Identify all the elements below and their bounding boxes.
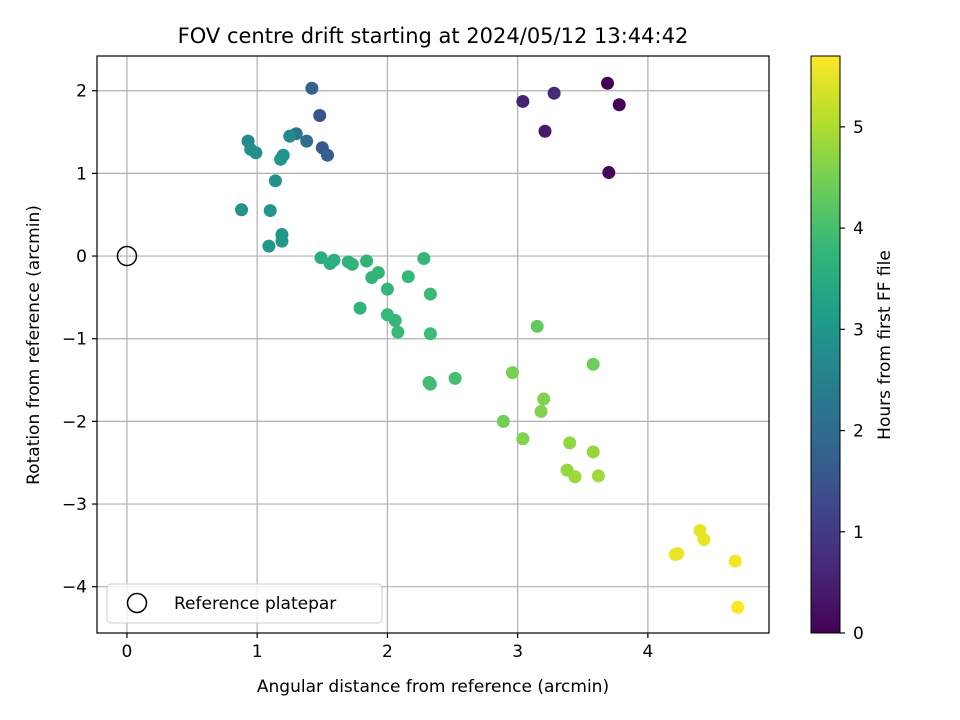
reference-point-marker xyxy=(116,245,138,267)
data-point xyxy=(388,314,402,328)
data-point xyxy=(327,253,341,267)
data-point xyxy=(371,266,385,280)
data-point xyxy=(417,252,431,266)
data-point xyxy=(313,109,327,123)
colorbar-tick-label: 1 xyxy=(853,523,864,543)
data-point xyxy=(274,152,288,166)
legend-marker-reference xyxy=(126,592,148,614)
x-tick-label: 4 xyxy=(642,642,653,662)
y-tick-label: −1 xyxy=(62,330,87,350)
x-tick-label: 0 xyxy=(122,642,133,662)
data-point xyxy=(728,554,742,568)
data-point xyxy=(496,414,510,428)
data-point xyxy=(563,436,577,450)
data-point xyxy=(547,86,561,100)
y-tick-label: 2 xyxy=(76,82,87,102)
colorbar-tick-label: 4 xyxy=(853,219,864,239)
y-tick-label: −4 xyxy=(62,578,87,598)
colorbar-label: Hours from first FF file xyxy=(875,250,895,440)
data-point xyxy=(300,134,314,148)
data-point xyxy=(602,166,616,180)
data-point xyxy=(612,98,626,112)
y-tick-label: −2 xyxy=(62,412,87,432)
data-point xyxy=(262,239,276,253)
y-tick-label: 0 xyxy=(76,247,87,267)
colorbar-ticks: 0 1 2 3 4 5 xyxy=(840,118,864,644)
y-tick-label: 1 xyxy=(76,164,87,184)
data-point xyxy=(321,148,335,162)
legend: Reference platepar xyxy=(106,583,383,624)
y-tick-label: −3 xyxy=(62,495,87,515)
data-point xyxy=(731,600,745,614)
y-axis-label: Rotation from reference (arcmin) xyxy=(24,205,44,485)
data-point xyxy=(283,129,297,143)
grid-layer xyxy=(97,56,769,633)
colorbar-gradient xyxy=(810,55,841,634)
data-point xyxy=(530,319,544,333)
data-point xyxy=(423,377,437,391)
data-point xyxy=(345,257,359,271)
x-tick-label: 3 xyxy=(512,642,523,662)
data-point xyxy=(697,533,711,547)
data-point xyxy=(268,174,282,188)
data-point xyxy=(586,445,600,459)
data-point xyxy=(591,469,605,483)
data-point xyxy=(448,371,462,385)
data-point xyxy=(586,357,600,371)
colorbar-tick-label: 2 xyxy=(853,422,864,442)
data-point xyxy=(505,366,519,380)
colorbar-tick-label: 5 xyxy=(853,118,864,138)
legend-label-reference: Reference platepar xyxy=(174,594,336,614)
data-point xyxy=(601,76,615,90)
x-axis-label: Angular distance from reference (arcmin) xyxy=(257,677,609,697)
data-point xyxy=(538,124,552,138)
data-point xyxy=(516,432,530,446)
colorbar-tick-label: 3 xyxy=(853,320,864,340)
data-point xyxy=(534,404,548,418)
colorbar: 0 1 2 3 4 5 Hours from first FF file xyxy=(810,55,895,644)
data-point xyxy=(235,203,249,217)
data-point xyxy=(671,547,685,561)
data-point xyxy=(263,204,277,218)
legend-box xyxy=(106,583,383,624)
data-point xyxy=(568,470,582,484)
x-tick-label: 1 xyxy=(252,642,263,662)
data-point xyxy=(305,81,319,95)
axes-frame xyxy=(96,55,770,634)
points-layer xyxy=(116,76,745,614)
data-point xyxy=(537,392,551,406)
data-point xyxy=(380,282,394,296)
data-point xyxy=(391,325,405,339)
data-point xyxy=(360,254,374,268)
data-point xyxy=(423,287,437,301)
x-tick-label: 2 xyxy=(382,642,393,662)
data-point xyxy=(353,301,367,315)
colorbar-tick-label: 0 xyxy=(853,624,864,644)
chart-title: FOV centre drift starting at 2024/05/12 … xyxy=(178,24,689,48)
data-point xyxy=(275,234,289,248)
axes-layer: 0 1 2 3 4 −4 −3 −2 −1 0 1 2 xyxy=(62,55,770,662)
data-point xyxy=(249,146,263,160)
data-point xyxy=(516,94,530,108)
data-point xyxy=(423,327,437,341)
data-point xyxy=(401,270,415,284)
